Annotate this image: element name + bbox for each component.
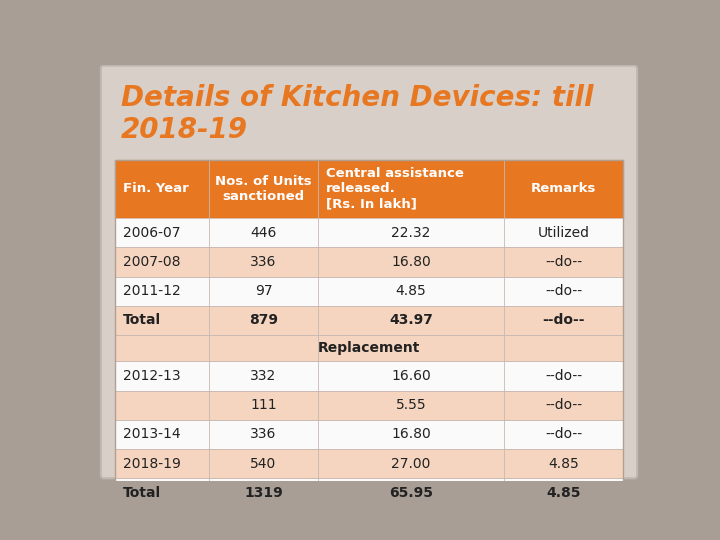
Text: 27.00: 27.00 bbox=[391, 457, 431, 471]
Text: 5.55: 5.55 bbox=[395, 398, 426, 412]
Text: Utilized: Utilized bbox=[537, 226, 590, 240]
Text: 332: 332 bbox=[251, 369, 276, 383]
Bar bbox=[114, 449, 624, 478]
Text: 97: 97 bbox=[255, 284, 272, 298]
Text: 336: 336 bbox=[251, 427, 276, 441]
Text: Central assistance
released.
[Rs. In lakh]: Central assistance released. [Rs. In lak… bbox=[326, 167, 464, 210]
Bar bbox=[104, 69, 634, 153]
Text: Total: Total bbox=[122, 486, 161, 500]
Text: 2018-19: 2018-19 bbox=[122, 457, 181, 471]
Text: Fin. Year: Fin. Year bbox=[122, 183, 189, 195]
Bar bbox=[114, 390, 624, 420]
Text: --do--: --do-- bbox=[545, 284, 582, 298]
Text: 2007-08: 2007-08 bbox=[122, 255, 180, 269]
Text: 540: 540 bbox=[251, 457, 276, 471]
Text: 111: 111 bbox=[250, 398, 276, 412]
Text: 4.85: 4.85 bbox=[546, 486, 581, 500]
Text: 4.85: 4.85 bbox=[548, 457, 579, 471]
Text: --do--: --do-- bbox=[545, 369, 582, 383]
Text: --do--: --do-- bbox=[545, 427, 582, 441]
Text: --do--: --do-- bbox=[545, 255, 582, 269]
Text: 16.80: 16.80 bbox=[391, 427, 431, 441]
Bar bbox=[114, 361, 624, 390]
Bar bbox=[114, 247, 624, 276]
Bar bbox=[114, 420, 624, 449]
Text: 16.80: 16.80 bbox=[391, 255, 431, 269]
Text: 2011-12: 2011-12 bbox=[122, 284, 180, 298]
Text: 4.85: 4.85 bbox=[395, 284, 426, 298]
Bar bbox=[114, 276, 624, 306]
Text: 1319: 1319 bbox=[244, 486, 283, 500]
Text: --do--: --do-- bbox=[542, 313, 585, 327]
Text: 22.32: 22.32 bbox=[391, 226, 431, 240]
Text: 2006-07: 2006-07 bbox=[122, 226, 180, 240]
Text: 65.95: 65.95 bbox=[389, 486, 433, 500]
Text: 16.60: 16.60 bbox=[391, 369, 431, 383]
Text: 2018-19: 2018-19 bbox=[121, 116, 248, 144]
Bar bbox=[114, 335, 624, 361]
Text: Total: Total bbox=[122, 313, 161, 327]
Bar bbox=[114, 159, 624, 508]
Text: 446: 446 bbox=[251, 226, 276, 240]
Text: Remarks: Remarks bbox=[531, 183, 596, 195]
Bar bbox=[114, 478, 624, 508]
Text: 2013-14: 2013-14 bbox=[122, 427, 180, 441]
Text: 43.97: 43.97 bbox=[389, 313, 433, 327]
Bar bbox=[114, 306, 624, 335]
FancyBboxPatch shape bbox=[101, 65, 637, 478]
Bar bbox=[114, 218, 624, 247]
Text: 879: 879 bbox=[249, 313, 278, 327]
Text: Nos. of Units
sanctioned: Nos. of Units sanctioned bbox=[215, 175, 312, 202]
Text: 336: 336 bbox=[251, 255, 276, 269]
Text: Details of Kitchen Devices: till: Details of Kitchen Devices: till bbox=[121, 84, 593, 112]
Text: --do--: --do-- bbox=[545, 398, 582, 412]
Text: Replacement: Replacement bbox=[318, 341, 420, 355]
Bar bbox=[114, 159, 624, 218]
Text: 2012-13: 2012-13 bbox=[122, 369, 180, 383]
